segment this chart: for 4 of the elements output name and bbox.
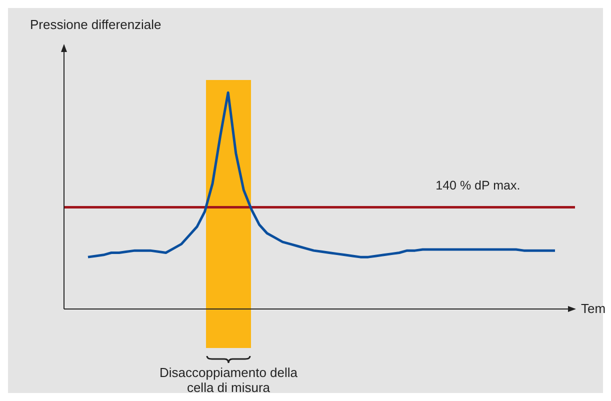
y-axis-title: Pressione differenziale (30, 17, 162, 32)
x-axis-title: Tem (581, 301, 606, 316)
text: Disaccoppiamento della cella di misura (158, 365, 299, 395)
ref-line-label: 140 % dP max. (436, 178, 520, 192)
